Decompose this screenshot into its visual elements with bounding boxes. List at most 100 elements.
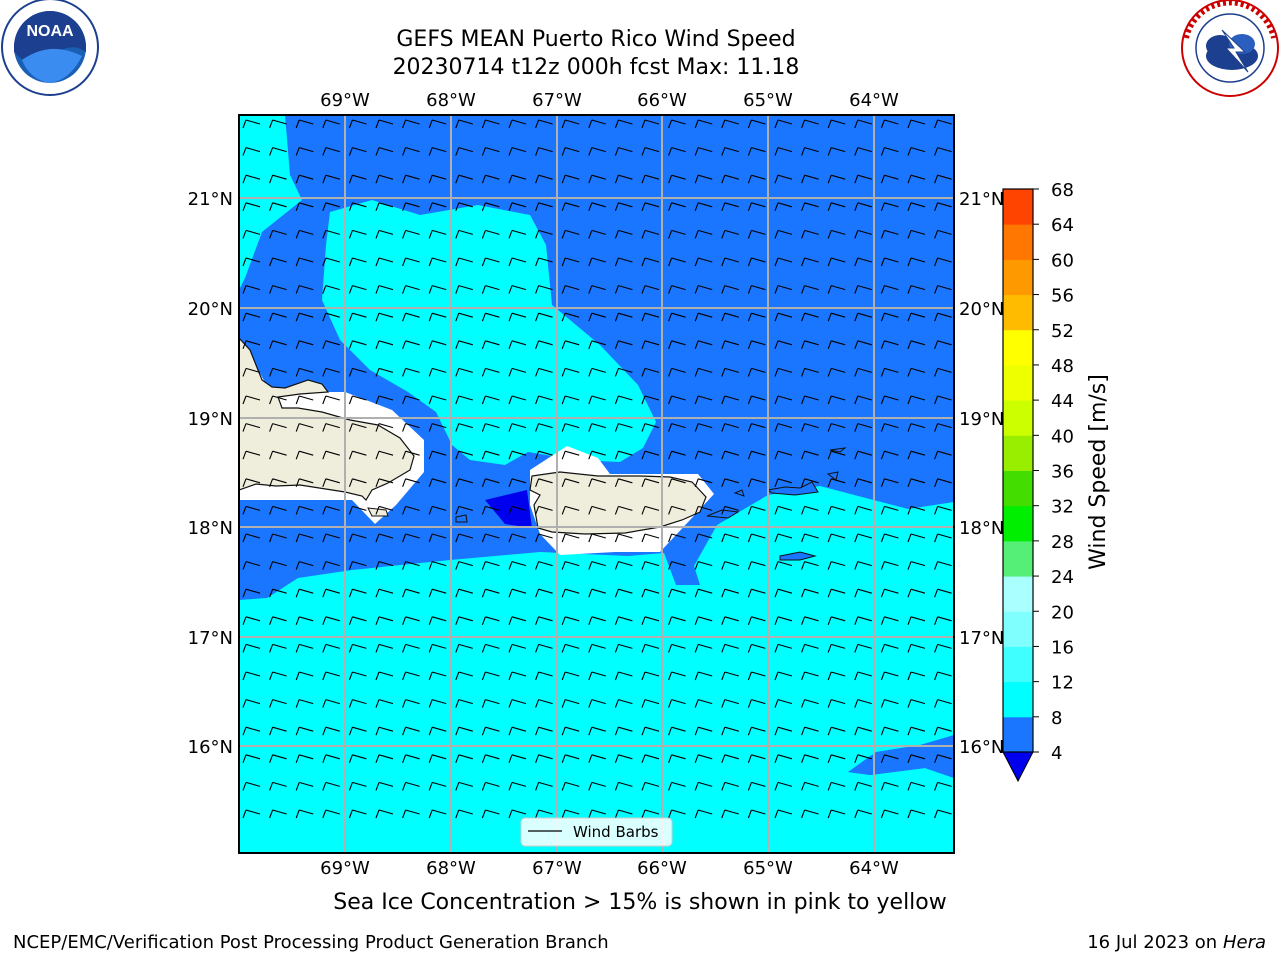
wind-barb — [348, 505, 367, 515]
wind-barb — [747, 561, 766, 570]
wind-barb — [375, 450, 394, 460]
wind-barb — [801, 616, 819, 625]
wind-barb — [801, 340, 819, 349]
wind-barb — [641, 561, 660, 570]
colorbar-tick-label: 12 — [1051, 673, 1074, 694]
wind-barb — [934, 147, 952, 156]
lat-labels-left: 21°N 20°N 19°N 18°N 17°N 16°N — [188, 189, 233, 758]
wind-barb — [801, 395, 819, 405]
wind-barb — [721, 671, 739, 681]
wind-barb — [481, 809, 500, 819]
lon-label: 68°W — [426, 90, 476, 111]
wind-barb — [535, 395, 553, 405]
wind-barb — [455, 395, 473, 405]
wind-barb — [934, 533, 952, 543]
wind-barb — [934, 809, 952, 819]
wind-barb — [854, 367, 872, 377]
wind-barb — [614, 561, 633, 570]
wind-barb — [561, 754, 580, 763]
wind-barb — [561, 285, 580, 294]
wind-barb — [801, 367, 819, 377]
wind-barb — [481, 699, 500, 708]
wind-barb — [535, 312, 553, 322]
wind-barb — [455, 340, 473, 349]
wind-barb — [269, 781, 287, 791]
wind-barb — [934, 699, 952, 708]
wind-barb — [535, 340, 553, 349]
wind-barb — [641, 699, 660, 708]
wind-barb — [668, 671, 686, 681]
wind-barb — [907, 616, 926, 625]
wind-barb — [694, 616, 713, 625]
wind-barb — [348, 312, 367, 322]
wind-barb — [934, 229, 952, 239]
wind-barb — [614, 781, 633, 791]
lat-label: 20°N — [959, 299, 1004, 320]
colorbar-tick-label: 8 — [1051, 708, 1062, 729]
wind-barb — [907, 367, 926, 377]
wind-barb — [854, 285, 872, 294]
wind-barb — [668, 174, 686, 184]
wind-barb — [481, 726, 500, 736]
wind-barb — [455, 781, 473, 791]
wind-barb — [880, 478, 899, 487]
wind-barb — [880, 174, 899, 184]
wind-barb — [668, 202, 686, 211]
wind-barb — [827, 754, 846, 763]
wind-barb — [854, 616, 872, 625]
wind-barb — [614, 147, 633, 156]
wind-barb — [322, 643, 340, 653]
wind-barb — [588, 285, 606, 294]
wind-barb — [934, 588, 952, 598]
wind-barb — [721, 312, 739, 322]
wind-barb — [641, 505, 660, 515]
wind-barb — [880, 671, 899, 681]
wind-barb — [375, 781, 394, 791]
wind-barb — [535, 119, 553, 129]
wind-barb — [774, 533, 793, 543]
wind-barb — [348, 147, 367, 156]
wind-barb — [934, 478, 952, 487]
wind-barb — [694, 643, 713, 653]
wind-barb — [694, 478, 713, 487]
wind-barb — [934, 367, 952, 377]
wind-barb — [561, 561, 580, 570]
wind-barb — [402, 229, 420, 239]
wind-barb — [455, 616, 473, 625]
wind-barb — [322, 809, 340, 819]
wind-barb — [455, 533, 473, 543]
wind-barb — [508, 643, 527, 653]
wind-barb — [907, 533, 926, 543]
colorbar-tick-label: 56 — [1051, 286, 1074, 307]
wind-barb — [295, 505, 314, 515]
wind-barb — [322, 119, 340, 129]
wind-barb — [721, 726, 739, 736]
wind-barb — [934, 340, 952, 349]
wind-barb — [269, 340, 287, 349]
wind-barb — [242, 285, 261, 294]
wind-barb — [242, 312, 261, 322]
wind-barb — [880, 781, 899, 791]
wind-barb — [668, 478, 686, 487]
wind-barb — [561, 340, 580, 349]
wind-barb — [641, 781, 660, 791]
wind-barb — [774, 478, 793, 487]
wind-barb — [508, 340, 527, 349]
wind-barb — [481, 533, 500, 543]
colorbar-segment — [1003, 611, 1033, 647]
wind-barb — [747, 478, 766, 487]
wind-barb — [934, 450, 952, 460]
colorbar-tick-label: 40 — [1051, 426, 1074, 447]
wind-barb — [481, 616, 500, 625]
wind-barb — [455, 478, 473, 487]
wind-barb — [242, 395, 261, 405]
wind-barb — [535, 450, 553, 460]
wind-barb — [561, 395, 580, 405]
wind-barb — [561, 119, 580, 129]
wind-barb — [614, 285, 633, 294]
wind-barbs — [242, 119, 952, 819]
wind-barb — [348, 174, 367, 184]
wind-barb — [668, 257, 686, 267]
wind-barb — [934, 726, 952, 736]
wind-barb — [934, 643, 952, 653]
